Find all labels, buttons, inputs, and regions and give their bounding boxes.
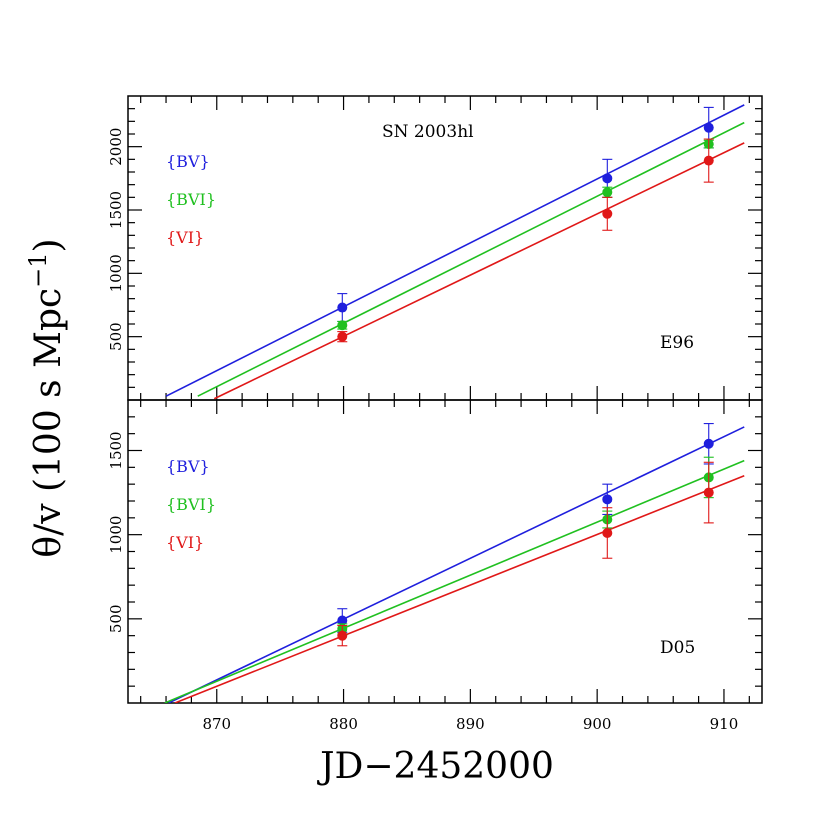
legend-entry: {VI}	[166, 533, 204, 552]
fit-line	[197, 121, 745, 397]
fit-line	[165, 104, 745, 397]
data-point	[337, 630, 348, 641]
legend-entry: {BVI}	[166, 495, 216, 514]
panel-label: E96	[660, 333, 694, 353]
x-tick-label: 870	[202, 715, 231, 733]
data-point	[703, 122, 714, 133]
x-tick-label: 890	[456, 715, 485, 733]
data-point	[703, 438, 714, 449]
panel-title: SN 2003hl	[382, 122, 474, 142]
x-axis-title: JD−2452000	[316, 746, 554, 787]
y-tick-label: 1000	[107, 254, 125, 292]
data-point	[337, 615, 348, 626]
data-point	[337, 302, 348, 313]
legend-entry: {BV}	[166, 152, 210, 171]
x-tick-label: 880	[329, 715, 358, 733]
y-tick-label: 1500	[107, 191, 125, 229]
panels-layer: 500 1000 1500 2000 {BV} {BVI} {VI} SN 2003hl E96…	[107, 95, 763, 733]
y-tick-label: 500	[107, 322, 125, 351]
y-axis-title-main: θ/v (100 s Mpc	[28, 288, 69, 558]
y-axis-title-close: )	[28, 238, 69, 252]
fit-line	[168, 426, 745, 703]
y-axis-title: θ/v (100 s Mpc−1)	[24, 238, 69, 557]
legend-entry: {BVI}	[166, 190, 216, 209]
data-point	[703, 155, 714, 166]
data-point	[602, 208, 613, 219]
panel-1: 500 1000 1500 2000 {BV} {BVI} {VI} SN 2003hl E96	[107, 95, 763, 401]
x-tick-label: 910	[710, 715, 739, 733]
y-tick-label: 1500	[107, 431, 125, 469]
data-point	[602, 187, 613, 198]
data-point	[703, 487, 714, 498]
data-point	[602, 527, 613, 538]
panel-label: D05	[660, 638, 695, 658]
y-axis-title-superscript: −1	[24, 252, 52, 287]
fit-line	[174, 475, 745, 703]
x-tick-label: 900	[583, 715, 612, 733]
fit-line	[213, 142, 745, 400]
data-point	[602, 173, 613, 184]
data-point	[337, 331, 348, 342]
panel-2: 500 1000 1500 {BV} {BVI} {VI} D05	[107, 399, 763, 704]
legend-entry: {VI}	[166, 228, 204, 247]
fit-line	[164, 459, 745, 703]
y-tick-label: 1000	[107, 516, 125, 554]
legend-entry: {BV}	[166, 457, 210, 476]
data-point	[337, 320, 348, 331]
y-tick-label: 500	[107, 605, 125, 634]
data-point	[602, 494, 613, 505]
y-tick-label: 2000	[107, 128, 125, 166]
